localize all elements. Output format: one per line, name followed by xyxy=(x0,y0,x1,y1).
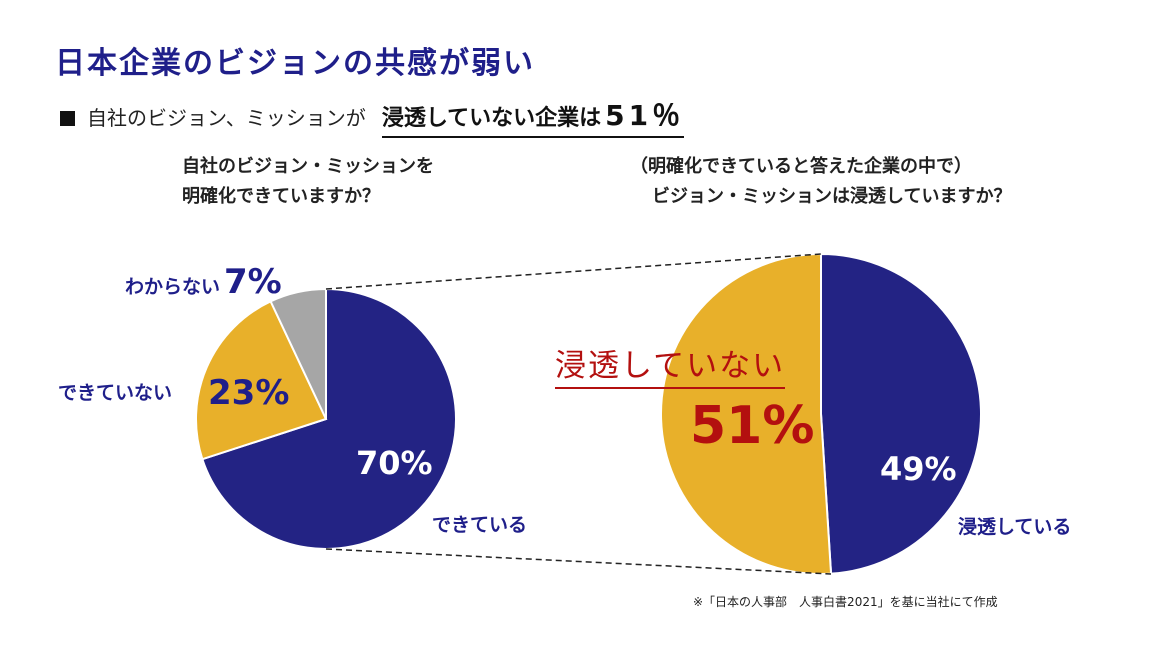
pie-1-slice-1 xyxy=(195,300,328,461)
subtitle-emphasis-text: 浸透していない企業は xyxy=(381,106,602,131)
pie-chart-2 xyxy=(659,252,982,575)
slice-label-unknown: わからない 7% xyxy=(125,262,282,302)
question-2: （明確化できていると答えた企業の中で） ビジョン・ミッションは浸透していますか？ xyxy=(630,152,1011,212)
slice-value-not-clarified: 23% xyxy=(208,373,290,413)
pie-chart-1 xyxy=(195,287,457,550)
question-2-line-2: ビジョン・ミッションは浸透していますか？ xyxy=(652,186,1012,207)
question-1-line-1: 自社のビジョン・ミッションを xyxy=(182,156,434,177)
source-footnote: ※「日本の人事部 人事白書2021」を基に当社にて作成 xyxy=(693,595,998,609)
slice-label-penetrated: 浸透している xyxy=(958,516,1072,538)
connector-line-bottom xyxy=(325,548,832,575)
subtitle-emphasis: 浸透していない企業は 51％ xyxy=(381,94,685,138)
subtitle: 自社のビジョン、ミッションが 浸透していない企業は 51％ xyxy=(60,94,685,138)
pie-1-slice-0 xyxy=(201,287,457,550)
square-bullet-icon xyxy=(60,111,75,126)
slice-value-not-penetrated: 51% xyxy=(690,396,815,456)
page-title: 日本企業のビジョンの共感が弱い xyxy=(55,46,535,81)
question-1-line-2: 明確化できていますか？ xyxy=(182,186,380,207)
pie-2-slice-0 xyxy=(820,252,982,575)
slice-label-not-clarified: できていない xyxy=(58,382,173,404)
question-2-line-1: （明確化できていると答えた企業の中で） xyxy=(630,156,972,177)
pie-2-slice-1 xyxy=(659,252,833,575)
connector-line-top xyxy=(325,253,822,290)
slice-label-not-penetrated: 浸透していない xyxy=(555,340,786,389)
slice-value-unknown: 7% xyxy=(224,262,282,302)
subtitle-value: 51％ xyxy=(605,99,685,132)
subtitle-prefix: 自社のビジョン、ミッションが xyxy=(87,106,366,130)
question-1: 自社のビジョン・ミッションを 明確化できていますか？ xyxy=(182,152,434,212)
slice-value-clarified: 70% xyxy=(356,444,433,482)
slice-label-unknown-text: わからない xyxy=(125,276,221,298)
pie-1-slice-2 xyxy=(269,287,327,420)
slice-label-clarified: できている xyxy=(432,514,528,536)
slice-value-penetrated: 49% xyxy=(880,450,957,488)
